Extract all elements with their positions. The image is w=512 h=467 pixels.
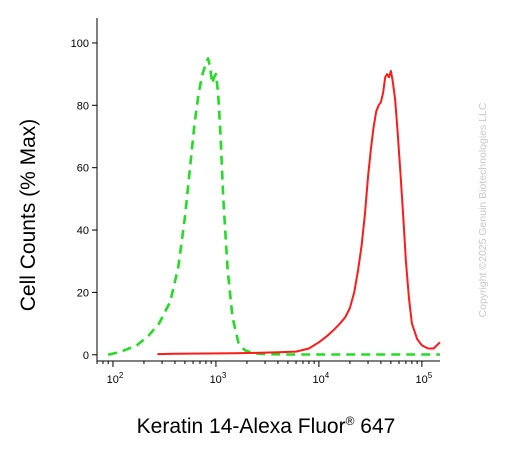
x-tick-label: 105 (416, 371, 433, 386)
axes-frame (96, 18, 440, 362)
y-ticks: 0 20 40 60 80 100 (71, 38, 97, 362)
y-axis-title: Cell Counts (% Max) (17, 119, 40, 312)
x-axis-title-tail: 647 (354, 415, 395, 438)
x-axis-title-registered-mark: ® (346, 414, 355, 428)
y-tick-label: 100 (71, 38, 89, 50)
y-tick-label: 60 (77, 163, 89, 175)
x-tick-label: 103 (210, 371, 227, 386)
x-axis-title: Keratin 14-Alexa Fluor® 647 (137, 414, 396, 438)
series-line-stained-solid (157, 70, 441, 356)
x-tick-label: 104 (313, 371, 330, 386)
x-ticks: 102 103 104 105 (96, 361, 433, 386)
plot-area (107, 57, 441, 357)
y-tick-label: 40 (77, 225, 89, 237)
y-tick-label: 80 (77, 100, 89, 112)
y-tick-label: 0 (83, 350, 89, 362)
y-tick-label: 20 (77, 287, 89, 299)
x-axis-title-main: Keratin 14-Alexa Fluor (137, 415, 346, 438)
series-line-control-dashed (107, 57, 440, 357)
watermark: Copyright ©2025 Genuin Biotechnologies L… (477, 102, 489, 317)
x-tick-label: 102 (107, 371, 124, 386)
